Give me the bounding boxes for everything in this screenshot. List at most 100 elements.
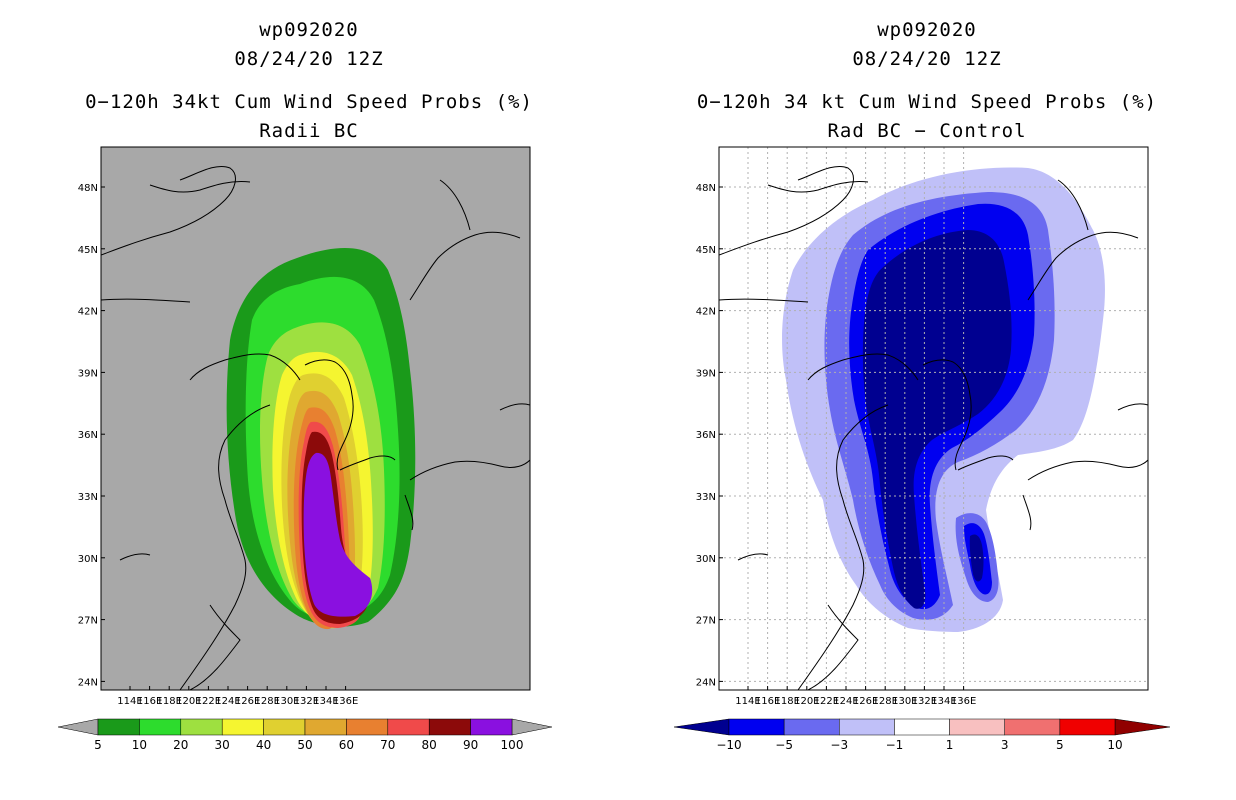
lon-tick-label: 122E <box>814 696 839 707</box>
lat-tick-label: 36N <box>696 430 716 441</box>
lat-tick-label: 33N <box>78 492 98 503</box>
lon-tick-label: 124E <box>215 696 240 707</box>
lon-tick-label: 114E <box>735 696 760 707</box>
lon-tick-label: 120E <box>794 696 819 707</box>
lat-tick-label: 24N <box>78 677 98 688</box>
left-panel: wp092020 08/24/20 12Z 0−120h 34kt Cum Wi… <box>57 19 553 752</box>
coastlines <box>719 166 1148 690</box>
lon-tick-label: 114E <box>117 696 142 707</box>
lat-tick-label: 24N <box>696 677 716 688</box>
storm-id: wp092020 <box>877 19 977 41</box>
colorbar-swatch <box>470 718 513 736</box>
lon-tick-label: 132E <box>912 696 937 707</box>
lon-tick-labels: 114E116E118E120E122E124E126E128E130E132E… <box>117 686 358 707</box>
lon-tick-label: 128E <box>872 696 897 707</box>
colorbar-end-high <box>511 718 553 736</box>
colorbar-label: −10 <box>716 738 741 752</box>
colorbar-swatch <box>428 718 471 736</box>
lat-tick-label: 42N <box>78 307 98 318</box>
storm-id: wp092020 <box>259 19 359 41</box>
lon-tick-label: 130E <box>274 696 299 707</box>
colorbar-label: 60 <box>339 738 354 752</box>
difference-contour <box>862 230 1012 609</box>
colorbar-end-low <box>673 718 730 736</box>
lat-tick-label: 45N <box>696 245 716 256</box>
colorbar-swatch <box>839 718 895 736</box>
colorbar-label: −3 <box>830 738 848 752</box>
colorbar-end-low <box>57 718 99 736</box>
lon-tick-label: 136E <box>333 696 358 707</box>
lon-tick-label: 134E <box>313 696 338 707</box>
lat-tick-labels: 48N 45N 42N 39N 36N 33N 30N 27N 24N <box>696 183 723 688</box>
colorbar-swatch <box>1059 718 1116 736</box>
map-plot: 114E116E118E120E122E124E126E128E130E132E… <box>57 146 553 752</box>
lat-tick-label: 39N <box>78 368 98 379</box>
lat-tick-labels: 48N 45N 42N 39N 36N 33N 30N 27N 24N <box>78 183 105 688</box>
plot-title: 0−120h 34kt Cum Wind Speed Probs (%) <box>85 91 533 113</box>
difference-contour <box>969 534 984 582</box>
coastlines <box>101 166 530 690</box>
map-axes <box>718 146 1149 691</box>
lon-tick-label: 130E <box>892 696 917 707</box>
lon-tick-label: 116E <box>137 696 162 707</box>
colorbar-swatch <box>346 718 389 736</box>
colorbar-label: 30 <box>215 738 230 752</box>
difference-shading <box>782 167 1105 632</box>
lon-tick-labels: 114E116E118E120E122E124E126E128E130E132E… <box>735 686 976 707</box>
colorbar-swatch <box>783 718 840 736</box>
colorbar-label: 5 <box>1056 738 1064 752</box>
lat-tick-label: 33N <box>696 492 716 503</box>
colorbar-label: 90 <box>463 738 478 752</box>
colorbar: 5 10 20 30 40 50 60 70 80 90 100 <box>57 718 553 752</box>
colorbar-label: −5 <box>775 738 793 752</box>
lat-tick-label: 39N <box>696 368 716 379</box>
datetime: 08/24/20 12Z <box>852 48 1002 70</box>
colorbar-swatch <box>894 718 950 736</box>
lon-tick-label: 126E <box>235 696 260 707</box>
lat-tick-label: 42N <box>696 307 716 318</box>
lat-tick-label: 30N <box>78 554 98 565</box>
lon-tick-label: 122E <box>196 696 221 707</box>
colorbar-label: 70 <box>380 738 395 752</box>
lat-tick-label: 45N <box>78 245 98 256</box>
lon-tick-label: 124E <box>833 696 858 707</box>
lon-tick-label: 118E <box>156 696 181 707</box>
lat-tick-label: 36N <box>78 430 98 441</box>
colorbar-label: 20 <box>173 738 188 752</box>
lat-tick-label: 27N <box>78 616 98 627</box>
colorbar-label: 10 <box>132 738 147 752</box>
lon-tick-label: 128E <box>254 696 279 707</box>
datetime: 08/24/20 12Z <box>234 48 384 70</box>
colorbar-label: 80 <box>422 738 437 752</box>
lon-tick-label: 116E <box>755 696 780 707</box>
colorbar-label: 1 <box>946 738 954 752</box>
probability-contour <box>303 452 373 617</box>
colorbar-end-high <box>1114 718 1171 736</box>
colorbar-swatch <box>263 718 306 736</box>
map-plot: 114E116E118E120E122E124E126E128E130E132E… <box>673 146 1171 752</box>
probability-shading <box>226 248 416 630</box>
colorbar-swatch <box>728 718 785 736</box>
lat-tick-label: 27N <box>696 616 716 627</box>
colorbar-label: 10 <box>1107 738 1122 752</box>
colorbar-label: 5 <box>94 738 102 752</box>
lon-tick-label: 126E <box>853 696 878 707</box>
plot-title: 0−120h 34 kt Cum Wind Speed Probs (%) <box>696 91 1158 113</box>
lon-tick-label: 132E <box>294 696 319 707</box>
colorbar-label: 50 <box>297 738 312 752</box>
lat-tick-label: 48N <box>78 183 98 194</box>
lat-tick-label: 48N <box>696 183 716 194</box>
lon-tick-label: 136E <box>951 696 976 707</box>
map-axes <box>100 146 531 691</box>
lon-tick-label: 134E <box>931 696 956 707</box>
colorbar-label: 100 <box>501 738 524 752</box>
colorbar-swatch <box>221 718 264 736</box>
plot-subtitle: Radii BC <box>259 120 359 142</box>
lon-tick-label: 120E <box>176 696 201 707</box>
lat-tick-label: 30N <box>696 554 716 565</box>
colorbar-swatch <box>1004 718 1061 736</box>
lon-tick-label: 118E <box>774 696 799 707</box>
colorbar-swatch <box>949 718 1005 736</box>
colorbar: −10 −5 −3 −1 1 3 5 10 <box>673 718 1171 752</box>
colorbar-swatch <box>139 718 182 736</box>
